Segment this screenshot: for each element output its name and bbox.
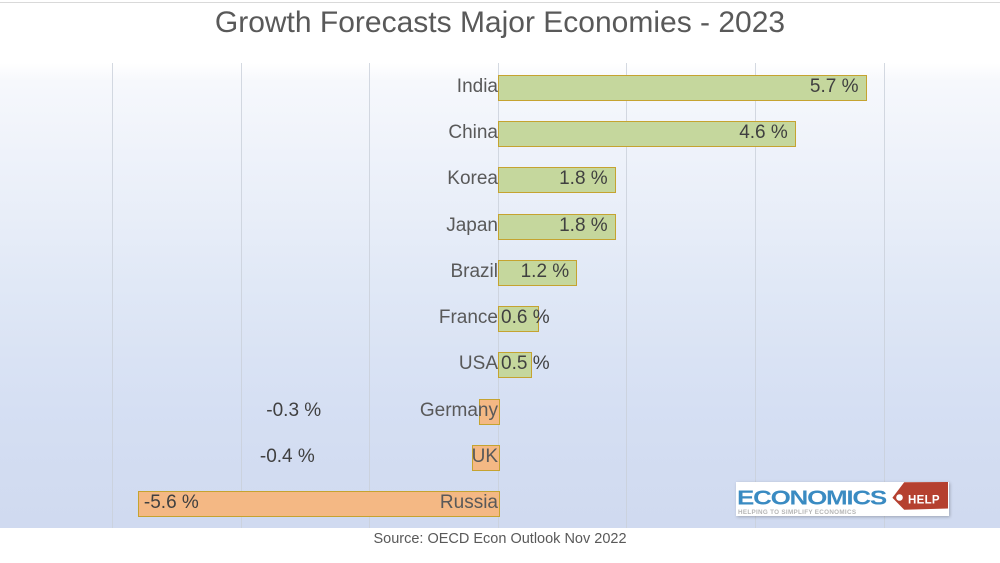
svg-text:HELP: HELP	[908, 495, 940, 507]
svg-text:HELPING TO SIMPLIFY ECONOMICS: HELPING TO SIMPLIFY ECONOMICS	[738, 509, 856, 516]
svg-text:ECONOMICS: ECONOMICS	[737, 487, 886, 510]
